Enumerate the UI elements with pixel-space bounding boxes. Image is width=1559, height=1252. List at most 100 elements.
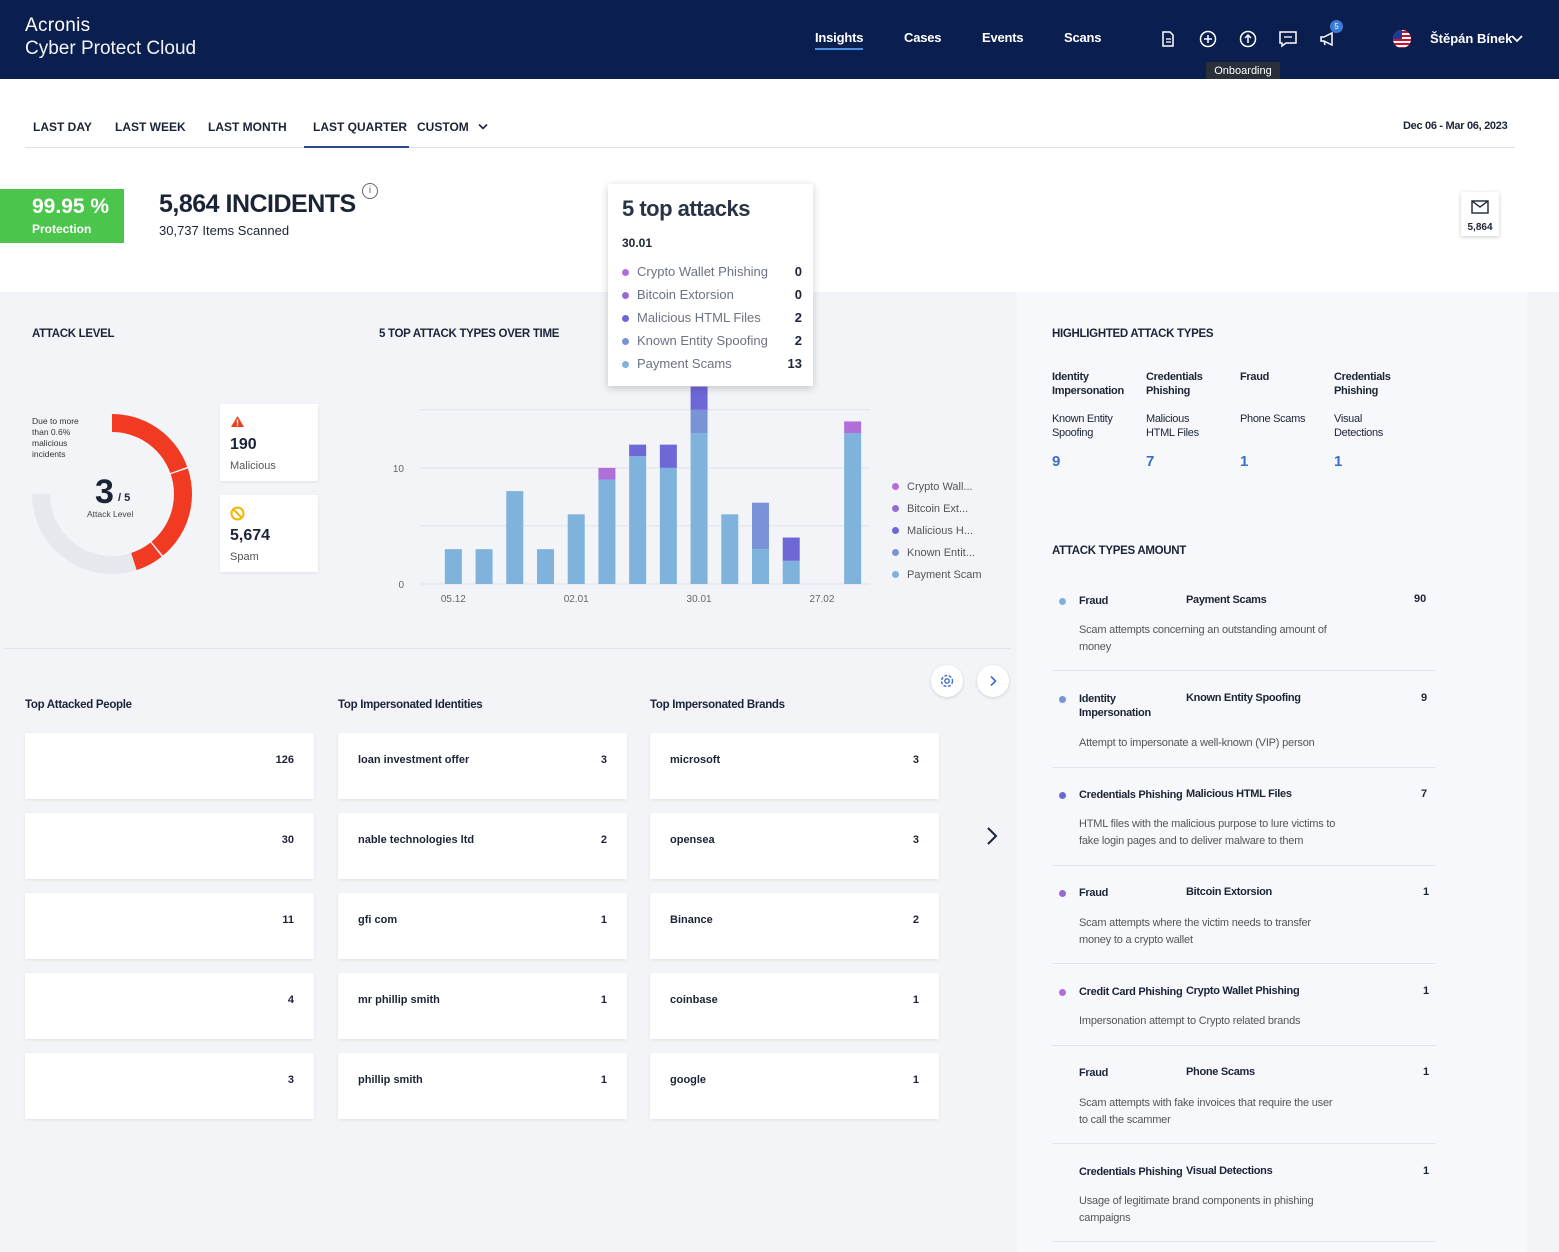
- chart-bar-segment: [721, 514, 739, 584]
- chart-bar-segment: [844, 433, 862, 584]
- desc-line: HTML files with the malicious purpose to…: [1079, 818, 1336, 830]
- popup-row-label: Payment Scams: [637, 356, 732, 371]
- mail-counter[interactable]: 5,864: [1461, 192, 1499, 236]
- plus-circle-icon[interactable]: [1198, 29, 1218, 49]
- legend-item[interactable]: Crypto Wall...: [892, 481, 992, 503]
- list-item-label: nable technologies ltd: [358, 834, 475, 846]
- category-line: Identity: [1052, 371, 1089, 383]
- document-icon[interactable]: [1158, 29, 1178, 49]
- chart-bar-segment: [752, 549, 769, 584]
- list-item[interactable]: phillip smith 1: [338, 1053, 627, 1119]
- highlighted-count[interactable]: 9: [1052, 453, 1061, 470]
- list-item[interactable]: 126: [25, 733, 314, 799]
- type-line: Visual: [1334, 413, 1362, 425]
- list-item-count: 1: [912, 1074, 919, 1086]
- category-line: Credentials: [1146, 371, 1203, 383]
- amount-description: Scam attempts concerning an outstanding …: [1079, 622, 1359, 656]
- category-line: Phishing: [1146, 385, 1191, 397]
- info-icon[interactable]: i: [362, 183, 378, 199]
- selected-range-indicator: [304, 146, 409, 148]
- chart-bar-segment: [752, 502, 769, 550]
- legend-item[interactable]: Malicious H...: [892, 525, 992, 547]
- legend-item[interactable]: Known Entit...: [892, 547, 992, 569]
- next-page-button[interactable]: [977, 665, 1009, 697]
- amount-category: Identity Impersonation: [1079, 692, 1151, 720]
- list-item-count: 3: [600, 754, 607, 766]
- type-line: Phone Scams: [1240, 413, 1306, 425]
- list-item[interactable]: microsoft 3: [650, 733, 939, 799]
- note-line: malicious: [32, 438, 68, 448]
- highlighted-category: Identity Impersonation: [1052, 370, 1124, 398]
- amount-count: 7: [1421, 788, 1428, 800]
- attack-level-gauge: [32, 414, 192, 574]
- amount-description: HTML files with the malicious purpose to…: [1079, 816, 1359, 850]
- chat-icon[interactable]: [1278, 29, 1298, 49]
- popup-row: Malicious HTML Files 2: [622, 310, 802, 325]
- list-item[interactable]: mr phillip smith 1: [338, 973, 627, 1039]
- list-item[interactable]: 4: [25, 973, 314, 1039]
- range-last-month[interactable]: LAST MONTH: [208, 120, 287, 134]
- category-line: Credentials Phishing: [1079, 789, 1183, 801]
- warning-icon: [231, 416, 244, 427]
- list-item-count: 4: [287, 994, 294, 1006]
- product-name: Cyber Protect Cloud: [25, 38, 197, 59]
- range-last-week[interactable]: LAST WEEK: [115, 120, 186, 134]
- tab-insights[interactable]: Insights: [815, 30, 863, 50]
- amount-type: Payment Scams: [1186, 594, 1267, 606]
- tab-cases[interactable]: Cases: [904, 30, 942, 45]
- chart-bar-segment: [782, 537, 800, 561]
- highlighted-count[interactable]: 7: [1146, 453, 1155, 470]
- amount-count: 1: [1423, 1165, 1430, 1177]
- x-tick-label: 02.01: [564, 594, 589, 605]
- user-menu[interactable]: Štěpán Bínek: [1430, 31, 1513, 46]
- list-item-count: 3: [287, 1074, 294, 1086]
- list-item-count: 3: [912, 754, 919, 766]
- settings-button[interactable]: [931, 665, 963, 697]
- popup-row-value: 0: [794, 287, 802, 302]
- upload-icon[interactable]: [1238, 29, 1258, 49]
- chevron-down-icon[interactable]: [1511, 34, 1523, 44]
- amount-dot: [1059, 598, 1066, 605]
- chart-bar-segment: [598, 467, 616, 480]
- category-line: Fraud: [1079, 887, 1109, 899]
- tab-scans[interactable]: Scans: [1064, 30, 1102, 45]
- malicious-count: 190: [230, 436, 257, 453]
- amount-category: Credit Card Phishing: [1079, 985, 1183, 999]
- attack-level-title: ATTACK LEVEL: [32, 328, 115, 340]
- x-tick-label: 27.02: [809, 594, 834, 605]
- top-identities-title: Top Impersonated Identities: [338, 699, 483, 711]
- megaphone-icon[interactable]: [1318, 29, 1338, 49]
- range-last-day[interactable]: LAST DAY: [33, 120, 92, 134]
- legend-item[interactable]: Payment Scam:: [892, 569, 982, 591]
- highlighted-count[interactable]: 1: [1240, 453, 1249, 470]
- category-line: Credentials Phishing: [1079, 1166, 1183, 1178]
- desc-line: Attempt to impersonate a well-known (VIP…: [1079, 737, 1315, 749]
- chevron-down-icon[interactable]: [478, 123, 488, 131]
- highlighted-count[interactable]: 1: [1334, 453, 1343, 470]
- legend-label: Bitcoin Ext...: [907, 503, 969, 515]
- list-item[interactable]: 3: [25, 1053, 314, 1119]
- divider: [1052, 767, 1436, 768]
- us-flag-icon[interactable]: [1392, 29, 1412, 49]
- chevron-right-icon[interactable]: [984, 826, 1000, 846]
- list-item-count: 11: [282, 914, 294, 926]
- legend-item[interactable]: Bitcoin Ext...: [892, 503, 992, 525]
- list-item[interactable]: 11: [25, 893, 314, 959]
- protection-percent: 99.95 %: [32, 195, 110, 218]
- range-last-quarter[interactable]: LAST QUARTER: [313, 120, 407, 134]
- list-item[interactable]: gfi com 1: [338, 893, 627, 959]
- list-item[interactable]: Binance 2: [650, 893, 939, 959]
- range-custom[interactable]: CUSTOM: [417, 120, 469, 134]
- list-item[interactable]: 30: [25, 813, 314, 879]
- spam-label: Spam: [230, 551, 259, 563]
- list-item[interactable]: loan investment offer 3: [338, 733, 627, 799]
- list-item[interactable]: coinbase 1: [650, 973, 939, 1039]
- popup-row: Crypto Wallet Phishing 0: [622, 264, 802, 279]
- category-line: Impersonation: [1052, 385, 1124, 397]
- list-item[interactable]: google 1: [650, 1053, 939, 1119]
- tab-events[interactable]: Events: [982, 30, 1024, 45]
- chart-bar-segment: [629, 456, 647, 584]
- list-item[interactable]: nable technologies ltd 2: [338, 813, 627, 879]
- legend-label: Crypto Wall...: [907, 481, 973, 493]
- list-item[interactable]: opensea 3: [650, 813, 939, 879]
